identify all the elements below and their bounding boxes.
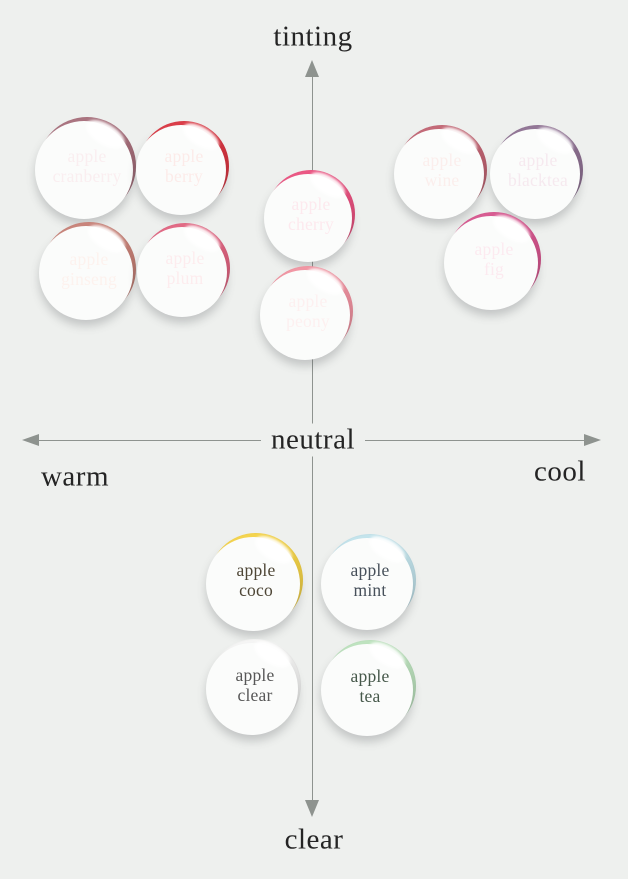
- swatch-apple-clear: apple clear: [209, 636, 301, 731]
- swatch-apple-mint: apple mint: [324, 531, 416, 626]
- swatch-apple-ginseng: apple ginseng: [42, 219, 136, 316]
- swatch-apple-berry: apple berry: [139, 118, 229, 211]
- axis-label-clear: clear: [284, 823, 344, 856]
- swatch-apple-coco: apple coco: [209, 530, 303, 627]
- swatch-label: apple berry: [164, 145, 204, 186]
- swatch-label: apple coco: [236, 559, 276, 600]
- arrow-right-icon: [584, 434, 601, 446]
- swatch-label: apple tea: [350, 665, 390, 706]
- swatch-apple-cranberry: apple cranberry: [38, 114, 136, 215]
- axis-label-cool: cool: [534, 455, 586, 488]
- swatch-apple-plum: apple plum: [140, 220, 230, 313]
- swatch-label: apple cherry: [288, 193, 334, 234]
- swatch-label: apple clear: [235, 664, 275, 705]
- swatch-label: apple wine: [422, 149, 462, 190]
- swatch-apple-peony: apple peony: [263, 263, 353, 356]
- swatch-label: apple cranberry: [52, 145, 122, 186]
- axis-label-tinting: tinting: [273, 20, 353, 53]
- swatch-apple-blacktea: apple blacktea: [493, 122, 583, 215]
- swatch-apple-cherry: apple cherry: [267, 167, 355, 258]
- arrow-up-icon: [305, 60, 319, 77]
- swatch-label: apple mint: [350, 559, 390, 600]
- swatch-apple-fig: apple fig: [447, 209, 541, 306]
- axis-label-neutral: neutral: [260, 423, 366, 457]
- swatch-apple-tea: apple tea: [324, 637, 416, 732]
- axis-label-warm: warm: [40, 460, 110, 493]
- arrow-down-icon: [305, 800, 319, 817]
- swatch-label: apple peony: [286, 290, 330, 331]
- swatch-label: apple blacktea: [508, 149, 568, 190]
- swatch-label: apple plum: [165, 247, 205, 288]
- swatch-apple-wine: apple wine: [397, 122, 487, 215]
- swatch-label: apple fig: [474, 238, 514, 279]
- arrow-left-icon: [22, 434, 39, 446]
- swatch-label: apple ginseng: [61, 248, 117, 289]
